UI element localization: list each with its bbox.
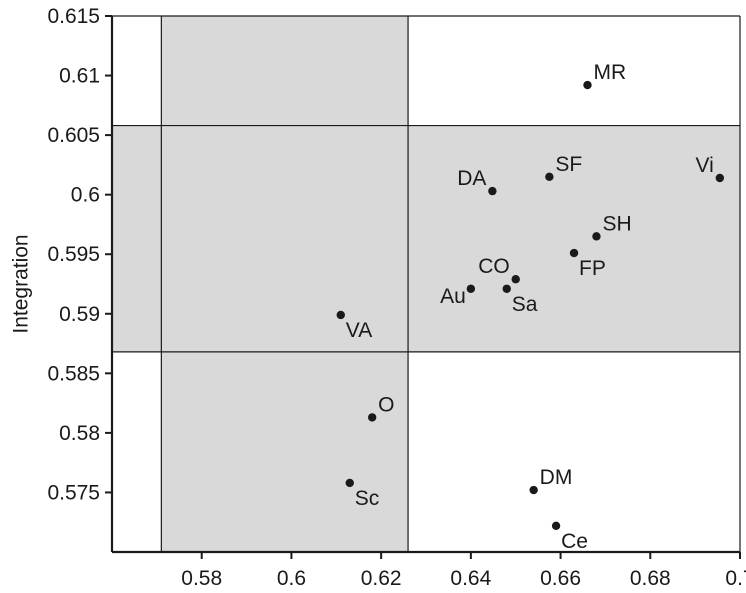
y-axis-ticks: 0.575 0.58 0.585 0.59 0.595 0.6 0.605 0.61 0.615 — [47, 5, 112, 504]
data-points: MR SF Vi DA SH FP CO Au Sa VA O Sc DM Ce — [336, 61, 725, 553]
y-tick-label: 0.58 — [59, 422, 100, 445]
y-tick-label: 0.59 — [59, 303, 100, 326]
scatter-marker — [511, 275, 520, 284]
x-tick-label: 0.66 — [540, 567, 581, 590]
scatter-point-sf: SF — [545, 153, 582, 181]
point-label: DM — [540, 466, 573, 489]
point-label: VA — [346, 319, 372, 342]
scatter-point-sh: SH — [592, 212, 632, 241]
point-label: Au — [440, 285, 466, 308]
scatter-point-o: O — [367, 393, 395, 422]
point-label: CO — [478, 255, 510, 278]
scatter-marker — [367, 413, 377, 422]
scatter-marker — [592, 232, 601, 241]
point-label: SF — [555, 153, 582, 176]
point-label: Sc — [355, 487, 380, 510]
y-tick-label: 0.585 — [47, 362, 100, 385]
x-tick-label: 0.68 — [630, 567, 671, 590]
x-tick-label: 0.58 — [181, 567, 222, 590]
x-axis-ticks: 0.58 0.6 0.62 0.64 0.66 0.68 0.7 — [181, 552, 746, 590]
scatter-marker — [569, 248, 579, 258]
y-tick-label: 0.6 — [71, 184, 100, 207]
point-label: Ce — [561, 530, 588, 553]
point-label: Sa — [512, 293, 538, 316]
x-tick-label: 0.6 — [277, 567, 306, 590]
scatter-marker — [583, 80, 592, 90]
x-tick-label: 0.62 — [361, 567, 402, 590]
y-tick-label: 0.605 — [47, 124, 100, 147]
point-label: DA — [457, 167, 486, 190]
horizontal-shaded-band — [112, 125, 740, 352]
y-tick-label: 0.615 — [47, 5, 100, 28]
scatter-point-va: VA — [336, 310, 372, 342]
scatter-point-dm: DM — [529, 466, 573, 495]
scatter-point-vi: Vi — [696, 154, 725, 183]
scatter-point-co: CO — [478, 255, 520, 284]
y-axis-label: Integration — [9, 234, 32, 333]
point-label: MR — [593, 61, 626, 84]
axes — [110, 15, 741, 554]
scatter-marker — [529, 485, 538, 495]
scatter-marker — [551, 521, 561, 530]
scatter-point-au: Au — [440, 284, 476, 308]
scatter-marker — [345, 478, 354, 488]
scatter-marker — [336, 310, 345, 320]
point-label: Vi — [696, 154, 714, 177]
scatter-marker — [715, 173, 725, 183]
point-label: O — [378, 393, 394, 416]
scatter-point-da: DA — [457, 167, 497, 196]
x-tick-label: 0.64 — [450, 567, 491, 590]
scatter-marker — [502, 284, 511, 293]
scatter-point-sa: Sa — [502, 284, 538, 316]
point-label: FP — [579, 257, 606, 280]
scatter-point-fp: FP — [569, 248, 606, 280]
x-tick-label: 0.7 — [725, 567, 746, 590]
scatter-marker — [488, 186, 497, 196]
point-label: SH — [602, 212, 631, 235]
scatter-marker — [466, 284, 476, 293]
y-tick-label: 0.575 — [47, 481, 100, 504]
y-tick-label: 0.595 — [47, 243, 100, 266]
scatter-point-mr: MR — [583, 61, 626, 90]
scatter-point-sc: Sc — [345, 478, 380, 510]
y-tick-label: 0.61 — [59, 65, 100, 88]
scatter-point-ce: Ce — [551, 521, 588, 553]
scatter-marker — [545, 172, 554, 181]
reference-lines — [112, 16, 740, 552]
shaded-bands — [112, 16, 740, 552]
